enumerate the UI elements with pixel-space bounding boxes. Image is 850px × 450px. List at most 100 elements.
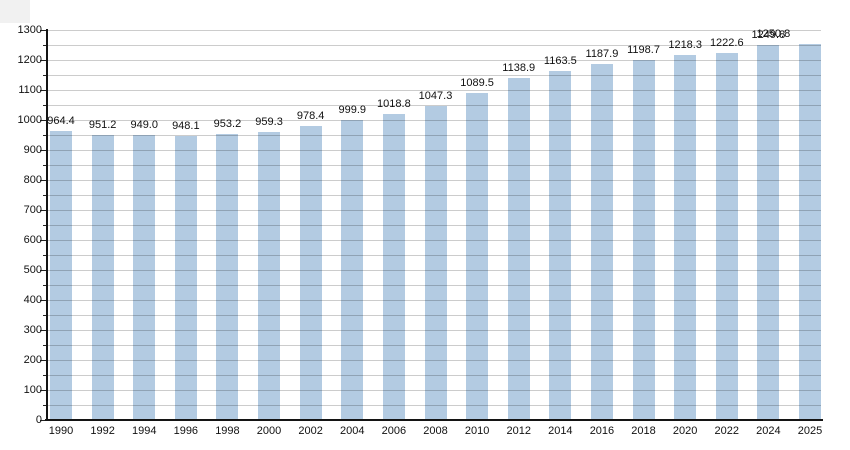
x-axis-label-2022: 2022 [714, 425, 739, 437]
bar-value-label-2024-a: 1249.8 [751, 28, 786, 41]
bar-2006 [382, 114, 405, 420]
y-tick-900 [40, 149, 47, 151]
y-tick-1000 [40, 119, 47, 121]
x-axis-label-2012: 2012 [506, 425, 531, 437]
bar-value-label-1996: 948.1 [172, 119, 200, 132]
gridline-100 [47, 389, 821, 391]
y-tick-1150 [43, 74, 47, 76]
x-axis-label-1998: 1998 [215, 425, 240, 437]
x-axis-label-2000: 2000 [256, 425, 282, 437]
bar-1996 [174, 135, 197, 420]
gridline-250 [47, 344, 821, 346]
bar-2024 [757, 44, 780, 420]
y-tick-200 [40, 359, 47, 361]
bar-2022 [715, 53, 738, 420]
bar-value-label-2002: 978.4 [296, 110, 325, 123]
gridline-900 [47, 149, 821, 151]
x-axis-label-2006: 2006 [381, 425, 407, 437]
bar-1992 [91, 134, 114, 420]
bar-value-label-2006: 1018.8 [377, 98, 411, 111]
gridline-200 [47, 359, 821, 361]
y-axis-label-600: 600 [23, 234, 42, 246]
y-tick-50 [43, 404, 47, 406]
gridline-600 [47, 239, 821, 241]
y-tick-700 [40, 209, 47, 211]
y-axis-label-0: 0 [35, 414, 42, 426]
gridline-500 [47, 269, 821, 271]
bar-value-label-2010: 1089.5 [460, 77, 494, 90]
bar-2025 [799, 43, 821, 420]
y-tick-500 [40, 269, 47, 271]
bar-value-label-2022: 1222.6 [709, 37, 744, 50]
y-tick-650 [43, 224, 47, 226]
y-tick-1100 [40, 89, 47, 91]
bar-1994 [133, 135, 156, 420]
bar-value-label-2020: 1218.3 [668, 38, 702, 51]
gridline-550 [47, 254, 821, 256]
bar-value-label-1998: 953.2 [213, 118, 242, 131]
y-tick-1250 [43, 44, 47, 46]
gridline-300 [47, 329, 821, 331]
gridline-50 [47, 404, 821, 406]
gridline-1250 [47, 44, 821, 46]
gridline-1100 [47, 89, 821, 91]
x-axis-label-2008: 2008 [423, 425, 448, 437]
y-axis-label-100: 100 [23, 384, 42, 396]
y-axis-label-900: 900 [23, 144, 42, 156]
gridline-1300 [47, 29, 821, 31]
x-axis-label-1994: 1994 [131, 425, 157, 437]
y-axis-label-500: 500 [23, 264, 42, 276]
gridline-1200 [47, 59, 821, 61]
bar-value-label-2014: 1163.5 [543, 54, 577, 67]
bar-2016 [590, 63, 613, 420]
x-axis-label-1990: 1990 [48, 425, 74, 437]
gridline-450 [47, 284, 821, 286]
bar-2002 [299, 126, 322, 420]
y-tick-0 [40, 419, 47, 421]
x-axis-label-2025: 2025 [797, 425, 823, 437]
x-axis-label-2018: 2018 [631, 425, 656, 437]
x-axis-label-2024: 2024 [756, 425, 781, 437]
bar-2020 [674, 54, 697, 420]
y-axis-label-1300: 1300 [17, 24, 42, 36]
y-tick-250 [43, 344, 47, 346]
x-axis-label-2004: 2004 [340, 425, 365, 437]
bar-value-label-2008: 1047.3 [418, 89, 453, 102]
gridline-800 [47, 179, 821, 181]
gridline-750 [47, 194, 821, 196]
y-axis-label-1100: 1100 [18, 84, 42, 96]
x-axis-label-2002: 2002 [298, 425, 323, 437]
bar-2008 [424, 105, 447, 420]
bar-2018 [632, 60, 655, 420]
screenshot-corner-artifact [0, 0, 30, 23]
bar-value-label-2018: 1198.7 [627, 44, 660, 57]
gridline-850 [47, 164, 821, 166]
gridline-950 [47, 134, 821, 136]
gridline-150 [47, 374, 821, 376]
x-axis-label-1996: 1996 [173, 425, 199, 437]
gridline-350 [47, 314, 821, 316]
bar-value-label-2012: 1138.9 [502, 62, 536, 75]
gridline-1000 [47, 119, 821, 121]
y-tick-1200 [40, 59, 47, 61]
bar-value-label-1994: 949.0 [130, 119, 158, 132]
bar-2012 [507, 78, 530, 420]
y-axis-label-300: 300 [23, 324, 42, 336]
y-tick-550 [43, 254, 47, 256]
x-axis-label-2014: 2014 [548, 425, 573, 437]
y-tick-350 [43, 314, 47, 316]
x-axis-line [45, 419, 823, 421]
y-tick-1050 [43, 104, 47, 106]
y-axis-label-1200: 1200 [17, 54, 42, 66]
y-tick-1300 [40, 29, 47, 31]
bar-1998 [216, 134, 239, 420]
y-tick-450 [43, 284, 47, 286]
bar-2010 [466, 93, 489, 420]
bar-value-label-1990: 964.4 [47, 114, 75, 127]
y-axis-label-800: 800 [23, 174, 42, 186]
bar-2000 [258, 132, 281, 420]
y-tick-850 [43, 164, 47, 166]
gridline-1150 [47, 74, 821, 76]
y-tick-800 [40, 179, 47, 181]
